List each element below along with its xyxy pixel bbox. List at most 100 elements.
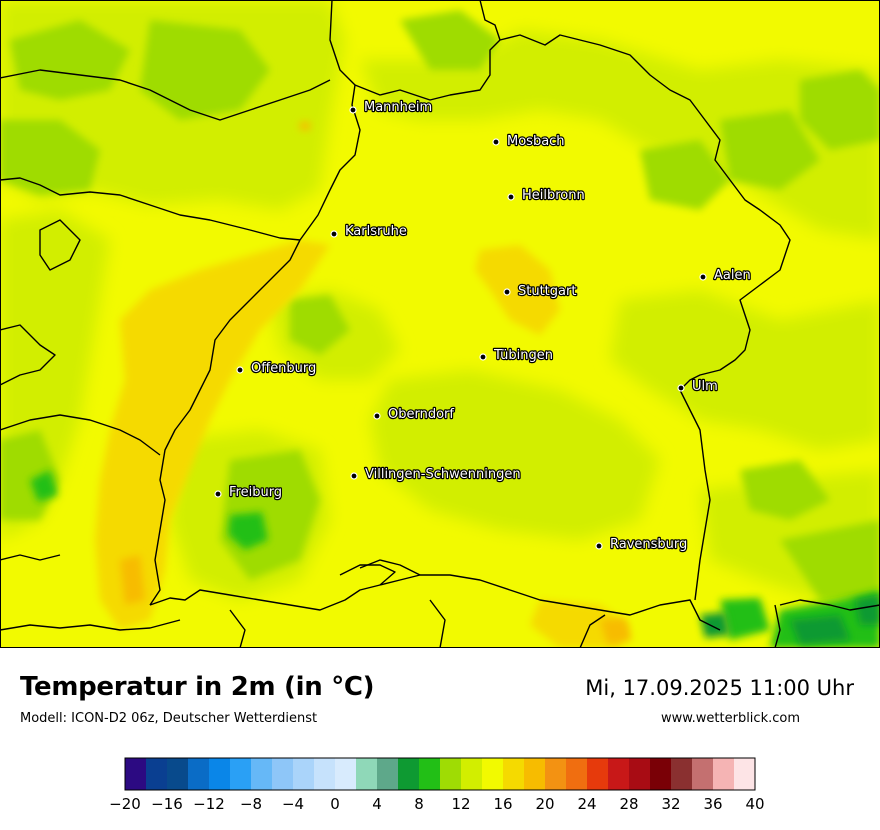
alpine-zones [700,595,880,645]
legend-swatch [461,758,483,790]
legend-swatch [734,758,756,790]
legend-tick-label: 12 [451,795,470,813]
legend-swatch [545,758,567,790]
legend-tick-label: 36 [703,795,722,813]
legend-swatches [125,758,756,790]
legend-swatch [251,758,273,790]
legend-tick-label: −12 [193,795,225,813]
city-karlsruhe[interactable]: Karlsruhe [330,223,408,240]
legend-swatch [272,758,294,790]
legend-swatch [293,758,315,790]
city-dot-icon [492,138,500,146]
city-mannheim[interactable]: Mannheim [349,99,433,116]
model-source: Modell: ICON-D2 06z, Deutscher Wetterdie… [20,711,318,726]
city-dot-icon [330,230,338,238]
city-label: Tübingen [493,348,553,363]
legend-swatch [692,758,714,790]
legend-tick-label: −8 [240,795,262,813]
city-mosbach[interactable]: Mosbach [492,133,566,150]
city-label: Ravensburg [610,537,687,552]
legend-swatch [566,758,588,790]
city-dot-icon [349,106,357,114]
city-label: Aalen [714,268,751,283]
city-label: Ulm [692,379,718,394]
legend-tick-label: 24 [577,795,596,813]
legend-swatch [713,758,735,790]
city-dot-icon [479,353,487,361]
map-footer: Temperatur in 2m (in °C) Modell: ICON-D2… [0,648,880,830]
legend-swatch [335,758,357,790]
legend-swatch [587,758,609,790]
legend-swatch [209,758,231,790]
city-label: Freiburg [229,485,282,500]
legend-swatch [356,758,378,790]
city-aalen[interactable]: Aalen [699,267,752,284]
legend-tick-label: −4 [282,795,304,813]
city-label: Villingen-Schwenningen [365,467,521,482]
legend-swatch [608,758,630,790]
legend-tick-label: 20 [535,795,554,813]
city-stuttgart[interactable]: Stuttgart [503,283,578,300]
city-freiburg[interactable]: Freiburg [214,484,283,501]
city-ulm[interactable]: Ulm [677,378,719,395]
legend-tick-label: 4 [372,795,382,813]
legend-swatch [482,758,504,790]
legend-tick-label: 28 [619,795,638,813]
legend-tick-label: 16 [493,795,512,813]
city-dot-icon [236,366,244,374]
legend-tick-label: −20 [109,795,141,813]
legend-swatch [398,758,420,790]
legend-swatch [419,758,441,790]
city-offenburg[interactable]: Offenburg [236,360,317,377]
legend-ticks: −20 −16 −12 −8 −4 0 4 8 12 16 20 24 28 32 36 40 [109,795,764,813]
legend-tick-label: 32 [661,795,680,813]
legend-tick-label: 0 [330,795,340,813]
city-label: Oberndorf [388,407,454,422]
forecast-datetime: Mi, 17.09.2025 11:00 Uhr [585,676,854,700]
city-dot-icon [373,412,381,420]
legend-swatch [524,758,546,790]
legend-swatch [146,758,168,790]
city-label: Karlsruhe [345,224,407,239]
website-link[interactable]: www.wetterblick.com [660,711,800,726]
city-villingen-schwenningen[interactable]: Villingen-Schwenningen [350,466,522,483]
city-dot-icon [699,273,707,281]
legend-swatch [629,758,651,790]
legend-swatch [503,758,525,790]
city-dot-icon [214,490,222,498]
city-heilbronn[interactable]: Heilbronn [507,187,586,204]
city-dot-icon [350,472,358,480]
legend-swatch [377,758,399,790]
city-dot-icon [595,542,603,550]
city-label: Mannheim [364,100,432,115]
legend-swatch [440,758,462,790]
city-dot-icon [507,193,515,201]
legend-swatch [167,758,189,790]
legend-tick-label: 40 [745,795,764,813]
map-title: Temperatur in 2m (in °C) [20,672,375,702]
legend-swatch [650,758,672,790]
city-label: Stuttgart [518,284,576,299]
city-ravensburg[interactable]: Ravensburg [595,536,688,553]
legend-swatch [230,758,252,790]
hot-zones [120,122,632,645]
temperature-map: Mannheim Mosbach Heilbronn Karlsruhe Stu… [0,0,880,648]
city-label: Heilbronn [522,188,585,203]
legend-swatch [125,758,147,790]
green-zones [0,10,880,600]
legend-tick-label: −16 [151,795,183,813]
legend-swatch [188,758,210,790]
temperature-legend: −20 −16 −12 −8 −4 0 4 8 12 16 20 24 28 32 36 40 [109,757,765,813]
city-markers: Mannheim Mosbach Heilbronn Karlsruhe Stu… [214,99,752,553]
legend-tick-label: 8 [414,795,424,813]
city-label: Offenburg [251,361,316,376]
city-oberndorf[interactable]: Oberndorf [373,406,456,423]
legend-frame [124,757,756,791]
city-tuebingen[interactable]: Tübingen [479,347,554,364]
city-dot-icon [503,288,511,296]
warm-zones [95,240,630,648]
legend-swatch [671,758,693,790]
city-label: Mosbach [507,134,565,149]
legend-swatch [314,758,336,790]
city-dot-icon [677,384,685,392]
